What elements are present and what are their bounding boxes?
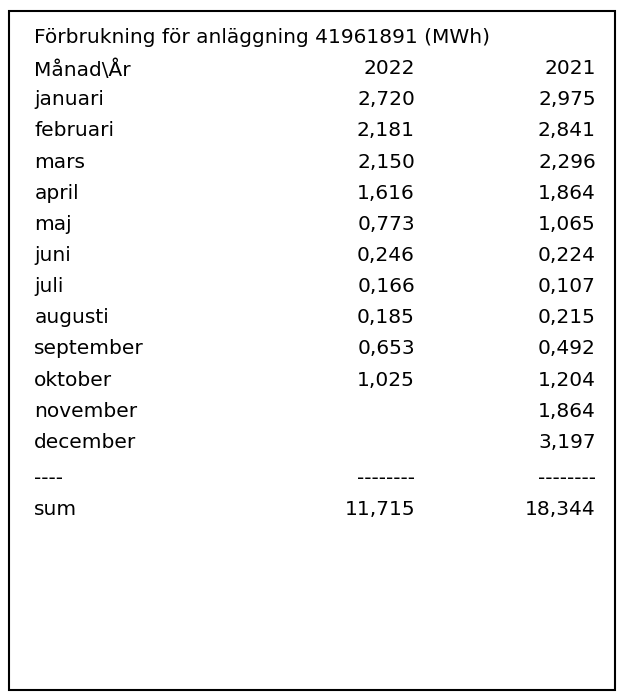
Text: 1,616: 1,616 [357, 183, 415, 203]
Text: 2,975: 2,975 [539, 90, 596, 109]
Text: juni: juni [34, 246, 71, 265]
Text: 3,197: 3,197 [539, 433, 596, 452]
Text: Förbrukning för anläggning 41961891 (MWh): Förbrukning för anläggning 41961891 (MWh… [34, 28, 490, 47]
Text: 2,841: 2,841 [538, 122, 596, 141]
Text: 0,185: 0,185 [357, 308, 415, 328]
Text: 2,181: 2,181 [357, 122, 415, 141]
Text: 2022: 2022 [363, 60, 415, 78]
Text: Månad\År: Månad\År [34, 60, 131, 80]
Text: 2021: 2021 [544, 60, 596, 78]
Text: 1,864: 1,864 [538, 183, 596, 203]
Text: januari: januari [34, 90, 104, 109]
Text: 0,773: 0,773 [358, 215, 415, 234]
Text: augusti: augusti [34, 308, 109, 328]
FancyBboxPatch shape [9, 10, 615, 690]
Text: 0,246: 0,246 [357, 246, 415, 265]
Text: 2,150: 2,150 [357, 153, 415, 172]
Text: sum: sum [34, 500, 77, 519]
Text: februari: februari [34, 122, 114, 141]
Text: juli: juli [34, 277, 64, 296]
Text: 18,344: 18,344 [525, 500, 596, 519]
Text: 1,025: 1,025 [357, 370, 415, 390]
Text: ----: ---- [34, 469, 63, 488]
Text: november: november [34, 402, 137, 421]
Text: 0,653: 0,653 [358, 340, 415, 358]
Text: 1,204: 1,204 [538, 370, 596, 390]
Text: 0,215: 0,215 [538, 308, 596, 328]
Text: april: april [34, 183, 79, 203]
Text: 11,715: 11,715 [344, 500, 415, 519]
Text: 1,065: 1,065 [538, 215, 596, 234]
Text: 0,166: 0,166 [357, 277, 415, 296]
Text: 0,224: 0,224 [538, 246, 596, 265]
Text: maj: maj [34, 215, 72, 234]
Text: 0,492: 0,492 [538, 340, 596, 358]
Text: --------: -------- [357, 469, 415, 488]
Text: 0,107: 0,107 [538, 277, 596, 296]
Text: --------: -------- [538, 469, 596, 488]
Text: september: september [34, 340, 144, 358]
Text: 2,720: 2,720 [357, 90, 415, 109]
Text: mars: mars [34, 153, 85, 172]
Text: december: december [34, 433, 137, 452]
Text: oktober: oktober [34, 370, 112, 390]
Text: 1,864: 1,864 [538, 402, 596, 421]
Text: 2,296: 2,296 [538, 153, 596, 172]
